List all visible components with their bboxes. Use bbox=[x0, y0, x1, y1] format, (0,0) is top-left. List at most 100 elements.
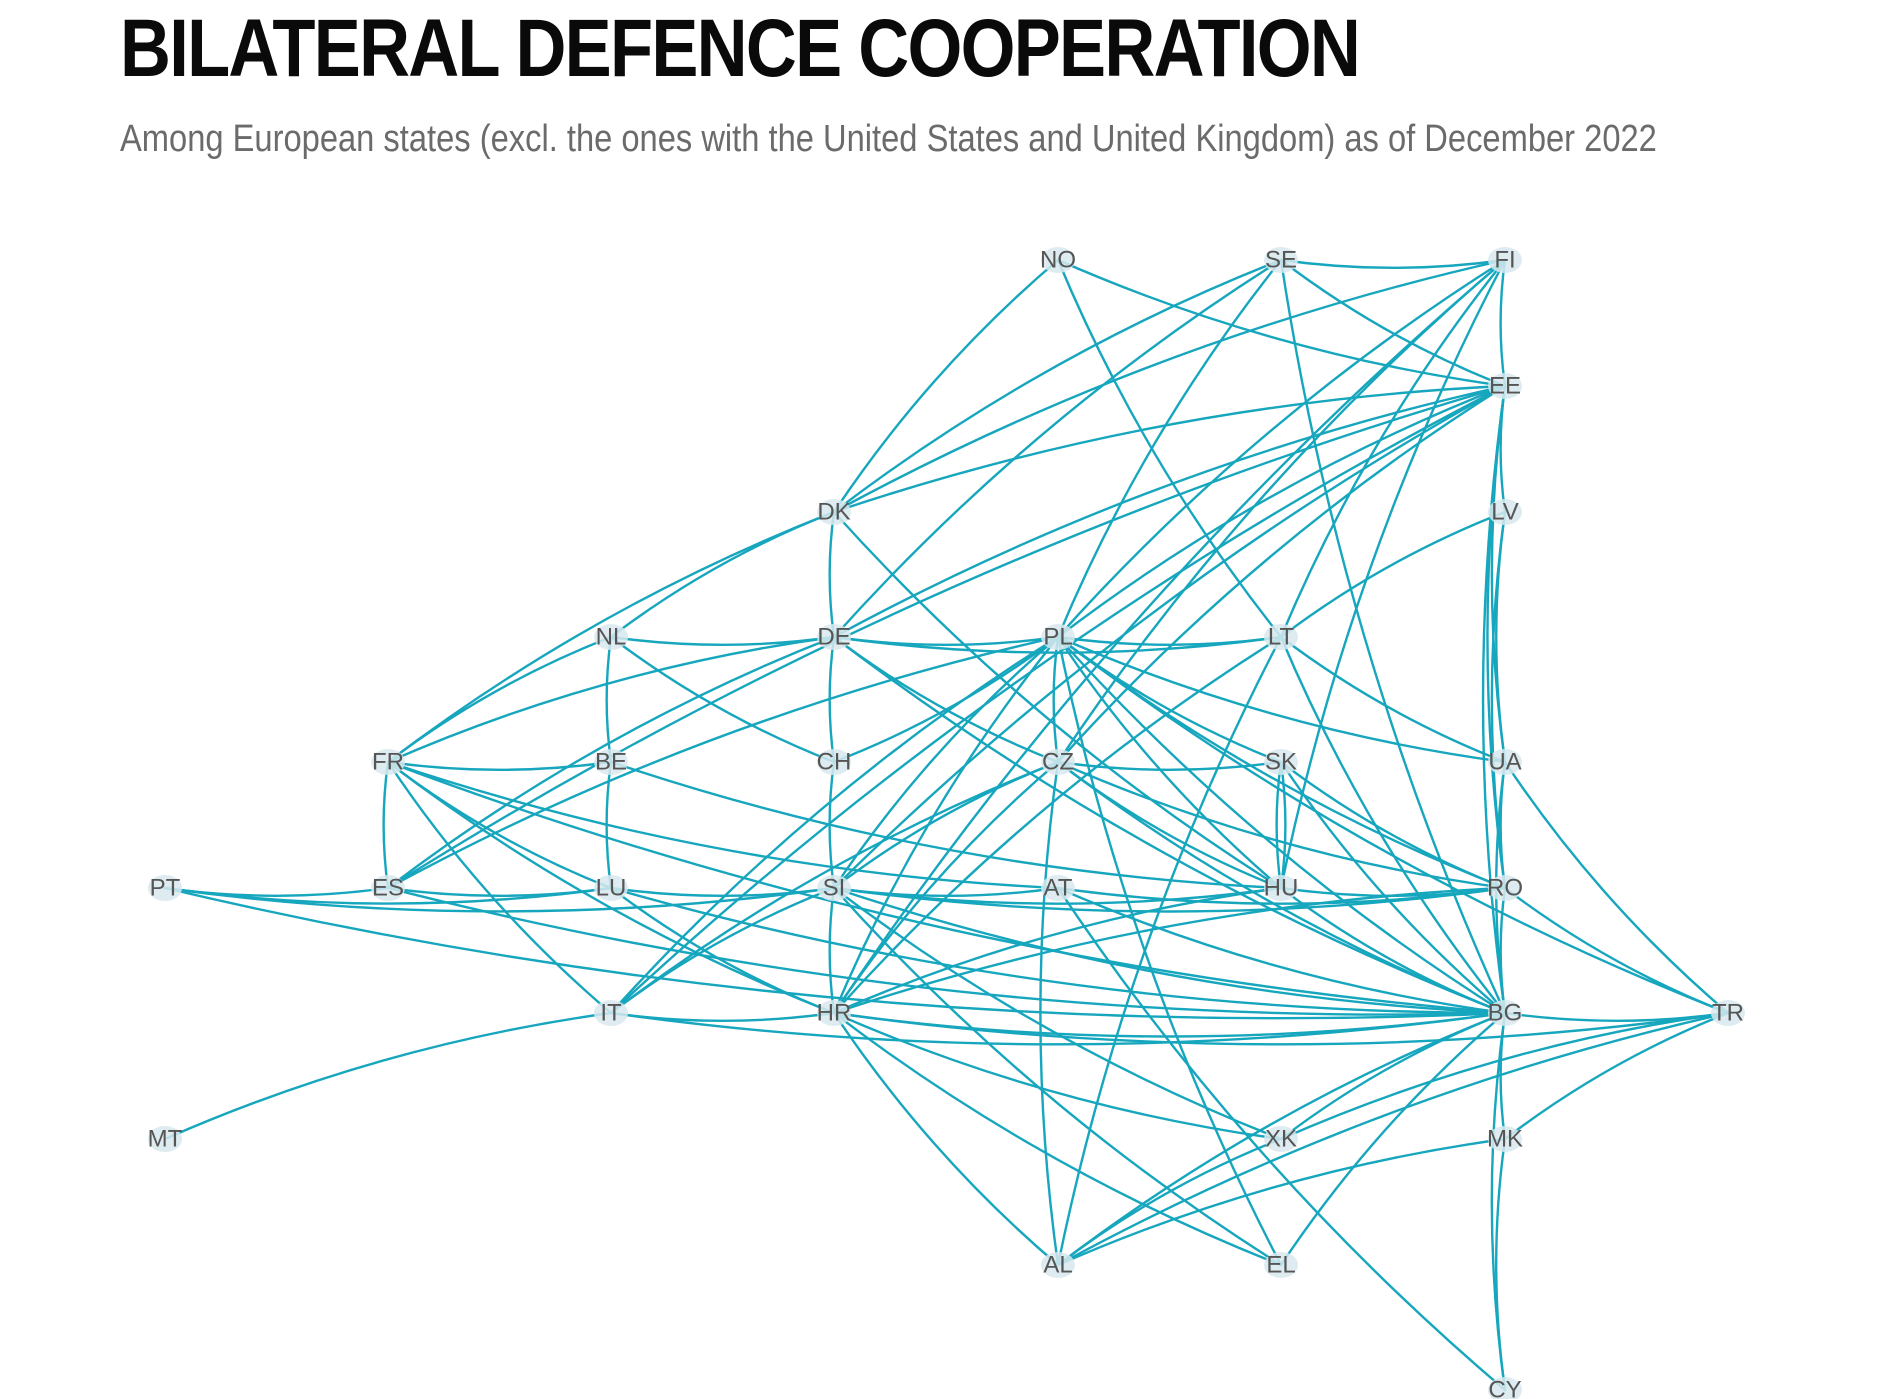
node-pt: PT bbox=[148, 875, 182, 902]
node-halo bbox=[1041, 624, 1075, 650]
edge-lt-bg bbox=[1279, 635, 1507, 1015]
edge-tr-al bbox=[1056, 1011, 1730, 1267]
edge-pl-lt bbox=[1056, 635, 1283, 646]
node-halo bbox=[1488, 875, 1522, 901]
edge-se-de bbox=[832, 258, 1283, 639]
edge-lv-ro bbox=[1490, 510, 1507, 890]
node-cy: CY bbox=[1488, 1377, 1522, 1399]
edge-ch-pl bbox=[832, 635, 1060, 764]
edge-mk-al bbox=[1056, 1137, 1507, 1267]
edge-at-cy bbox=[1056, 886, 1507, 1392]
edge-ro-tr bbox=[1503, 886, 1730, 1015]
node-halo bbox=[817, 749, 851, 775]
edge-be-hu bbox=[609, 760, 1283, 890]
node-label-nl: NL bbox=[596, 624, 627, 651]
edge-pl-bg bbox=[1056, 635, 1507, 1015]
node-label-bg: BG bbox=[1488, 1000, 1523, 1027]
node-halo bbox=[594, 749, 628, 775]
edge-si-bg bbox=[832, 886, 1507, 1015]
node-halo bbox=[1711, 1000, 1745, 1026]
node-fi: FI bbox=[1488, 247, 1522, 274]
edge-pl-si bbox=[832, 635, 1060, 890]
edge-cz-it bbox=[609, 760, 1060, 1015]
edge-xk-al bbox=[1056, 1137, 1283, 1267]
edge-pl-ua bbox=[1056, 635, 1507, 764]
edge-si-xk bbox=[832, 886, 1283, 1141]
node-halo bbox=[594, 875, 628, 901]
edge-it-mt bbox=[163, 1011, 613, 1141]
edge-pt-si bbox=[163, 886, 836, 913]
edge-dk-nl bbox=[609, 510, 836, 639]
edge-hu-hr bbox=[832, 886, 1283, 1015]
edge-ro-bg bbox=[1499, 886, 1507, 1015]
node-label-es: ES bbox=[372, 875, 404, 902]
edge-lt-ua bbox=[1279, 635, 1507, 764]
node-label-sk: SK bbox=[1265, 749, 1297, 776]
node-mk: MK bbox=[1487, 1126, 1523, 1153]
node-halo bbox=[1264, 247, 1298, 273]
node-halo bbox=[1264, 1252, 1298, 1278]
edge-si-hr bbox=[828, 886, 836, 1015]
node-layer: NO SE FI EE DK LV NL DE PL LT FR BE CH CZ SK UA PT ES LU SI… bbox=[148, 247, 1745, 1399]
node-label-mk: MK bbox=[1487, 1126, 1523, 1153]
edge-pl-tr bbox=[1056, 635, 1730, 1015]
edge-sk-hu bbox=[1275, 760, 1283, 890]
node-halo bbox=[1488, 1000, 1522, 1026]
node-ee: EE bbox=[1488, 373, 1522, 400]
edge-fr-be bbox=[386, 760, 613, 771]
edge-ee-cz bbox=[1056, 384, 1507, 764]
node-ro: RO bbox=[1487, 875, 1523, 902]
edge-lu-bg bbox=[609, 886, 1507, 1015]
edge-lu-hr bbox=[609, 886, 836, 1015]
node-fr: FR bbox=[371, 749, 405, 776]
edge-fi-lt bbox=[1279, 258, 1507, 639]
edge-fi-hu bbox=[1279, 258, 1507, 890]
edge-pl-cz bbox=[1052, 635, 1060, 764]
edge-lu-si bbox=[609, 886, 836, 897]
edge-de-bg bbox=[832, 635, 1507, 1015]
edge-fi-dk bbox=[832, 258, 1507, 514]
node-halo bbox=[594, 624, 628, 650]
edge-hr-el bbox=[832, 1011, 1283, 1267]
edge-nl-ch bbox=[609, 635, 836, 764]
node-label-ee: EE bbox=[1489, 373, 1521, 400]
node-label-ua: UA bbox=[1488, 749, 1521, 776]
edge-mk-cy bbox=[1495, 1137, 1507, 1392]
node-halo bbox=[817, 875, 851, 901]
node-tr: TR bbox=[1711, 1000, 1745, 1027]
node-it: IT bbox=[594, 1000, 628, 1027]
edge-dk-hu bbox=[832, 510, 1283, 890]
node-es: ES bbox=[371, 875, 405, 902]
node-label-se: SE bbox=[1265, 247, 1297, 274]
node-halo bbox=[1041, 749, 1075, 775]
edge-tr-xk bbox=[1279, 1011, 1730, 1141]
node-hu: HU bbox=[1264, 875, 1299, 902]
edge-lt-al bbox=[1056, 635, 1283, 1267]
edge-at-bg bbox=[1056, 886, 1507, 1015]
node-lu: LU bbox=[594, 875, 628, 902]
edge-si-it bbox=[609, 886, 836, 1015]
edge-fr-it bbox=[386, 760, 613, 1015]
node-halo bbox=[817, 624, 851, 650]
edge-fi-ee bbox=[1499, 258, 1507, 388]
node-de: DE bbox=[817, 624, 851, 651]
node-label-xk: XK bbox=[1265, 1126, 1297, 1153]
node-label-dk: DK bbox=[817, 499, 850, 526]
node-lt: LT bbox=[1264, 624, 1298, 651]
node-be: BE bbox=[594, 749, 628, 776]
node-halo bbox=[1264, 624, 1298, 650]
node-label-hu: HU bbox=[1264, 875, 1299, 902]
edge-lt-hr bbox=[832, 635, 1283, 1015]
node-label-be: BE bbox=[595, 749, 627, 776]
chart-title: BILATERAL DEFENCE COOPERATION bbox=[120, 3, 1361, 94]
node-el: EL bbox=[1264, 1252, 1298, 1279]
node-label-lt: LT bbox=[1268, 624, 1295, 651]
edge-es-lu bbox=[386, 886, 613, 897]
node-sk: SK bbox=[1264, 749, 1298, 776]
node-bg: BG bbox=[1488, 1000, 1523, 1027]
edge-se-dk bbox=[832, 258, 1283, 514]
edge-no-dk bbox=[832, 258, 1060, 514]
edge-ro-hr bbox=[832, 886, 1507, 1015]
edge-be-lu bbox=[605, 760, 613, 890]
